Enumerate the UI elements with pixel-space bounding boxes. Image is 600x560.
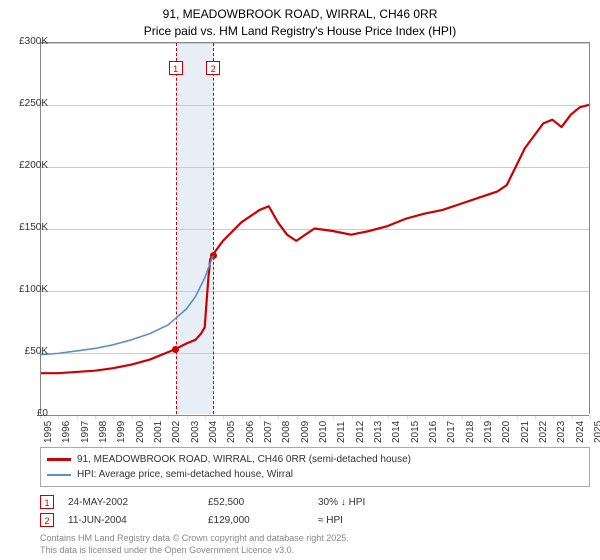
x-tick-label: 2003	[190, 421, 201, 443]
x-tick-label: 2005	[226, 421, 237, 443]
transaction-date: 24-MAY-2002	[68, 497, 208, 508]
y-tick-label: £100K	[8, 284, 48, 295]
x-tick-label: 1999	[116, 421, 127, 443]
transaction-marker: 1	[40, 495, 54, 509]
x-tick-label: 2014	[391, 421, 402, 443]
transaction-marker: 2	[40, 513, 54, 527]
transaction-row: 1 24-MAY-2002£52,50030% ↓ HPI	[40, 493, 590, 511]
x-tick-label: 2018	[465, 421, 476, 443]
transaction-table: 1 24-MAY-2002£52,50030% ↓ HPI 2 11-JUN-2004…	[40, 493, 590, 529]
x-tick-label: 2010	[318, 421, 329, 443]
x-tick-label: 2015	[410, 421, 421, 443]
x-tick-label: 2001	[153, 421, 164, 443]
y-tick-label: £250K	[8, 98, 48, 109]
x-tick-label: 2008	[281, 421, 292, 443]
footnote-line-2: This data is licensed under the Open Gov…	[40, 545, 590, 557]
transaction-note: 30% ↓ HPI	[318, 497, 590, 508]
transaction-row: 2 11-JUN-2004£129,000≈ HPI	[40, 511, 590, 529]
x-tick-label: 1996	[61, 421, 72, 443]
x-tick-label: 2004	[208, 421, 219, 443]
series-hpi	[40, 256, 213, 355]
legend-row-1: 91, MEADOWBROOK ROAD, WIRRAL, CH46 0RR (…	[47, 452, 583, 467]
y-tick-label: £300K	[8, 36, 48, 47]
x-tick-label: 1998	[98, 421, 109, 443]
x-tick-label: 2007	[263, 421, 274, 443]
legend-swatch-2	[47, 474, 71, 476]
x-tick-label: 2021	[520, 421, 531, 443]
title-line-1: 91, MEADOWBROOK ROAD, WIRRAL, CH46 0RR	[0, 6, 600, 23]
x-tick-label: 2017	[446, 421, 457, 443]
y-tick-label: £50K	[8, 346, 48, 357]
y-tick-label: £150K	[8, 222, 48, 233]
x-tick-label: 2002	[171, 421, 182, 443]
y-tick-label: £200K	[8, 160, 48, 171]
legend-label-2: HPI: Average price, semi-detached house,…	[77, 467, 293, 482]
legend-row-2: HPI: Average price, semi-detached house,…	[47, 467, 583, 482]
x-tick-label: 1997	[80, 421, 91, 443]
x-tick-label: 2025	[593, 421, 600, 443]
footnote: Contains HM Land Registry data © Crown c…	[40, 533, 590, 556]
x-tick-label: 2012	[355, 421, 366, 443]
x-tick-label: 2009	[300, 421, 311, 443]
y-tick-label: £0	[8, 408, 48, 419]
transaction-price: £129,000	[208, 515, 318, 526]
legend-swatch-1	[47, 458, 71, 461]
x-tick-label: 2023	[556, 421, 567, 443]
series-price_paid	[40, 105, 589, 373]
transaction-price: £52,500	[208, 497, 318, 508]
chart-plot-area: 12	[40, 42, 590, 414]
title-line-2: Price paid vs. HM Land Registry's House …	[0, 23, 600, 40]
legend-box: 91, MEADOWBROOK ROAD, WIRRAL, CH46 0RR (…	[40, 447, 590, 487]
x-tick-label: 2022	[538, 421, 549, 443]
transaction-date: 11-JUN-2004	[68, 515, 208, 526]
footnote-line-1: Contains HM Land Registry data © Crown c…	[40, 533, 590, 545]
x-tick-label: 2024	[575, 421, 586, 443]
x-tick-label: 2020	[501, 421, 512, 443]
transaction-note: ≈ HPI	[318, 515, 590, 526]
x-tick-label: 2016	[428, 421, 439, 443]
x-tick-label: 2006	[245, 421, 256, 443]
chart-title: 91, MEADOWBROOK ROAD, WIRRAL, CH46 0RR P…	[0, 0, 600, 42]
x-tick-label: 2013	[373, 421, 384, 443]
legend-area: 91, MEADOWBROOK ROAD, WIRRAL, CH46 0RR (…	[40, 447, 590, 556]
x-tick-label: 2019	[483, 421, 494, 443]
legend-label-1: 91, MEADOWBROOK ROAD, WIRRAL, CH46 0RR (…	[77, 452, 411, 467]
x-tick-label: 1995	[43, 421, 54, 443]
x-tick-label: 2000	[135, 421, 146, 443]
x-tick-label: 2011	[336, 421, 347, 443]
